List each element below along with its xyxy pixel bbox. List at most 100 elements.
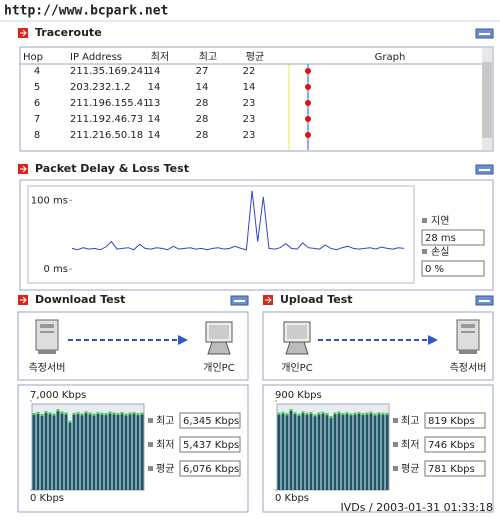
scroll-thumb[interactable]	[482, 62, 492, 138]
bar	[321, 411, 325, 490]
table-cell: 23	[243, 114, 256, 125]
bar-cap	[72, 412, 76, 415]
bar	[52, 413, 56, 490]
bar	[108, 411, 112, 490]
table-cell: 6	[34, 98, 40, 109]
bar	[36, 412, 40, 490]
stat-field	[424, 412, 486, 429]
section-title: Download Test	[35, 293, 125, 306]
bar	[345, 412, 349, 490]
bar-cap	[333, 412, 337, 415]
bar	[120, 412, 124, 490]
y-tick-label: 900 Kbps	[275, 390, 322, 401]
column-header: 평균	[246, 51, 264, 63]
table-cell: 7	[34, 114, 40, 125]
bar	[96, 412, 100, 490]
bar	[281, 411, 285, 490]
watermark: http://www.bcpark.net	[4, 4, 168, 19]
bar-cap	[337, 411, 341, 414]
bar-cap	[80, 413, 84, 416]
bar	[309, 412, 313, 490]
column-header: 최고	[199, 51, 217, 63]
bar-cap	[136, 413, 140, 416]
bar	[32, 413, 36, 490]
bar-cap	[281, 411, 285, 414]
bar-cap	[96, 412, 100, 415]
stat-field	[179, 460, 241, 477]
bar	[140, 412, 144, 490]
stat-label: 평균	[401, 463, 419, 475]
bar-cap	[309, 412, 313, 415]
bar	[64, 412, 68, 490]
stat-bullet	[148, 418, 153, 423]
bar	[325, 413, 329, 490]
bar	[128, 412, 132, 490]
bar-cap	[325, 413, 329, 416]
bar	[48, 412, 52, 490]
bar-cap	[108, 411, 112, 414]
bar-cap	[289, 409, 293, 412]
stat-bullet	[422, 218, 427, 223]
y-tick-label: 0 Kbps	[275, 493, 309, 504]
stat-label: 최저	[401, 439, 419, 451]
hop-dot	[305, 84, 311, 90]
stat-bullet	[148, 442, 153, 447]
column-header: Hop	[23, 52, 43, 63]
y-tick-label: 0 ms	[44, 264, 69, 275]
bar	[293, 412, 297, 490]
bar	[353, 412, 357, 490]
bar-cap	[120, 412, 124, 415]
stat-label: 지연	[431, 215, 449, 227]
stat-label: 최고	[156, 415, 174, 427]
bar-cap	[301, 411, 305, 414]
bar	[285, 413, 289, 490]
table-cell: 14	[148, 66, 161, 77]
table-cell: 14	[148, 130, 161, 141]
bar	[104, 413, 108, 490]
bar	[124, 413, 128, 490]
bar	[68, 420, 72, 490]
stat-label: 평균	[156, 463, 174, 475]
bar	[56, 409, 60, 490]
table-cell: 5	[34, 82, 40, 93]
stat-bullet	[393, 442, 398, 447]
column-header: Graph	[375, 52, 406, 63]
stat-value: 5,437 Kbps	[183, 440, 239, 451]
bar-cap	[124, 413, 128, 416]
bar-cap	[297, 413, 301, 416]
stat-field	[424, 436, 486, 453]
bar	[369, 411, 373, 490]
table-cell: 4	[34, 66, 40, 77]
section-title: Upload Test	[280, 293, 353, 306]
column-header: 최저	[151, 51, 169, 63]
collapse-buttons[interactable]	[230, 28, 494, 306]
bar-cap	[44, 411, 48, 414]
bar-cap	[357, 411, 361, 414]
stat-bullet	[422, 249, 427, 254]
stat-field	[424, 460, 486, 477]
bar-cap	[68, 420, 72, 423]
bar-cap	[88, 412, 92, 415]
bar	[349, 413, 353, 490]
stat-field	[421, 229, 485, 246]
y-tick-label: 7,000 Kbps	[30, 390, 86, 401]
stat-field	[421, 260, 485, 277]
node-label: 측정서버	[29, 362, 66, 374]
bar	[333, 412, 337, 490]
table-cell: 211.192.46.73	[70, 114, 143, 125]
bar-cap	[64, 412, 68, 415]
bar-cap	[60, 411, 64, 414]
table-cell: 8	[34, 130, 40, 141]
bar-cap	[385, 413, 389, 416]
stat-value: 746 Kbps	[428, 440, 475, 451]
stat-bullet	[393, 418, 398, 423]
stat-value: 0 %	[425, 264, 444, 275]
bar-cap	[345, 412, 349, 415]
bar	[305, 412, 309, 490]
table-cell: 14	[148, 114, 161, 125]
bar-cap	[361, 413, 365, 416]
stat-value: 6,345 Kbps	[183, 416, 239, 427]
bar-cap	[56, 409, 60, 412]
bar	[377, 412, 381, 490]
node-label: 개인PC	[281, 362, 312, 374]
